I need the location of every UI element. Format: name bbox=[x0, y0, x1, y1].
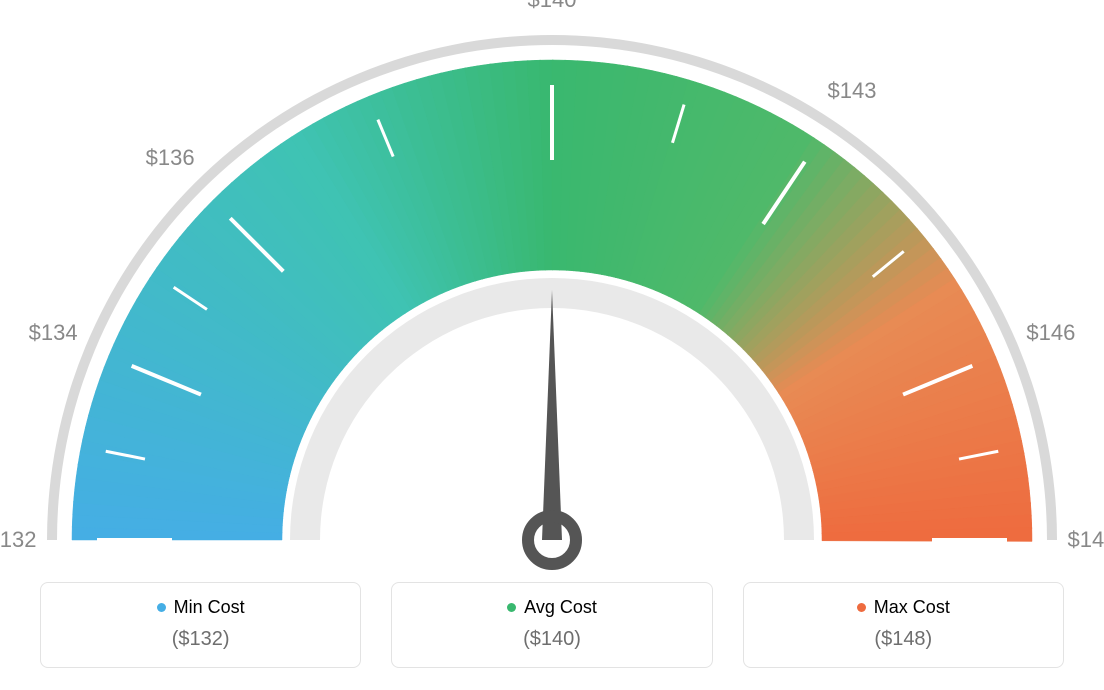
legend-min-value: ($132) bbox=[51, 628, 350, 651]
legend-min: Min Cost ($132) bbox=[40, 582, 361, 668]
cost-gauge-widget: $132 $134 $136 $140 $143 $146 $148 Min Cost ($… bbox=[0, 0, 1104, 690]
legend-row: Min Cost ($132) Avg Cost ($140) Max Cost… bbox=[40, 582, 1064, 668]
legend-max: Max Cost ($148) bbox=[743, 582, 1064, 668]
gauge-tick-label: $143 bbox=[828, 78, 877, 104]
gauge-tick-label: $132 bbox=[0, 527, 36, 553]
gauge-chart: $132 $134 $136 $140 $143 $146 $148 bbox=[0, 0, 1104, 570]
gauge-tick-label: $146 bbox=[1026, 320, 1075, 346]
legend-avg-label: Avg Cost bbox=[524, 597, 597, 618]
legend-max-value: ($148) bbox=[754, 628, 1053, 651]
dot-icon bbox=[157, 603, 166, 612]
gauge-tick-label: $148 bbox=[1068, 527, 1104, 553]
legend-avg-value: ($140) bbox=[402, 628, 701, 651]
legend-avg: Avg Cost ($140) bbox=[391, 582, 712, 668]
legend-min-label: Min Cost bbox=[174, 597, 245, 618]
dot-icon bbox=[857, 603, 866, 612]
gauge-tick-label: $134 bbox=[29, 320, 78, 346]
legend-max-label: Max Cost bbox=[874, 597, 950, 618]
gauge-tick-label: $140 bbox=[528, 0, 577, 13]
gauge-tick-label: $136 bbox=[146, 145, 195, 171]
legend-avg-title: Avg Cost bbox=[507, 597, 597, 618]
dot-icon bbox=[507, 603, 516, 612]
legend-max-title: Max Cost bbox=[857, 597, 950, 618]
legend-min-title: Min Cost bbox=[157, 597, 245, 618]
